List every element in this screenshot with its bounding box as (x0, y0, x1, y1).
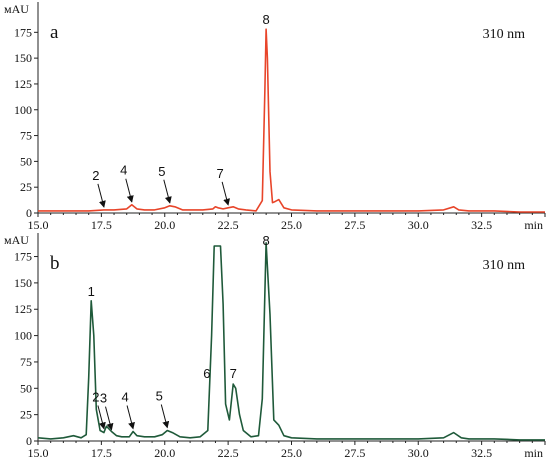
x-tick-label: 32.5 (471, 446, 492, 460)
peak-label: 7 (217, 166, 224, 181)
y-tick-label: 50 (20, 154, 32, 168)
chromatogram-trace (38, 28, 545, 213)
x-tick-label: 20.0 (154, 446, 175, 460)
x-tick-label: 30.0 (408, 446, 429, 460)
chromatogram-trace (38, 242, 545, 441)
peak-label: 2 (92, 390, 99, 405)
peak-label: 4 (120, 163, 127, 178)
x-tick-label: 22.5 (218, 218, 239, 232)
x-tick-label: 22.5 (218, 446, 239, 460)
y-tick-label: 125 (14, 77, 32, 91)
wavelength-label: 310 nm (483, 27, 526, 42)
x-tick-label: 20.0 (154, 218, 175, 232)
peak-label: 1 (88, 284, 95, 299)
y-tick-label: 125 (14, 302, 32, 316)
panel-letter: b (50, 253, 60, 274)
peak-label: 7 (230, 366, 237, 381)
y-tick-label: 100 (14, 329, 32, 343)
peak-label: 8 (263, 233, 270, 248)
x-tick-label: 15.0 (28, 218, 49, 232)
peak-arrow (105, 406, 114, 431)
x-tick-label: 30.0 (408, 218, 429, 232)
x-tick-label: 25.0 (281, 218, 302, 232)
wavelength-label: 310 nm (483, 258, 526, 273)
peak-label: 4 (121, 390, 128, 405)
x-tick-label: 17.5 (91, 446, 112, 460)
peak-label: 3 (100, 391, 107, 406)
y-tick-label: 150 (14, 51, 32, 65)
y-axis-unit-label: мAU (4, 233, 29, 247)
peak-arrow (160, 404, 170, 429)
x-axis-unit-label: min (524, 446, 543, 460)
peak-label: 6 (203, 366, 210, 381)
x-tick-label: 15.0 (28, 446, 49, 460)
y-tick-label: 175 (14, 25, 32, 39)
peak-arrow (163, 179, 172, 204)
peak-arrow (221, 181, 230, 206)
y-tick-label: 0 (26, 434, 32, 448)
peak-arrow (126, 405, 135, 430)
y-tick-label: 25 (20, 180, 32, 194)
y-tick-label: 75 (20, 129, 32, 143)
y-tick-label: 50 (20, 381, 32, 395)
y-tick-label: 100 (14, 103, 32, 117)
peak-arrow (125, 178, 134, 203)
peak-label: 5 (158, 164, 165, 179)
y-tick-label: 150 (14, 276, 32, 290)
y-tick-label: 75 (20, 355, 32, 369)
peak-label: 5 (156, 388, 163, 403)
peak-arrow (97, 405, 106, 430)
x-tick-label: 27.5 (344, 218, 365, 232)
x-axis-unit-label: min (524, 218, 543, 232)
y-axis-unit-label: мAU (4, 2, 29, 16)
y-tick-label: 25 (20, 408, 32, 422)
x-tick-label: 25.0 (281, 446, 302, 460)
x-tick-label: 32.5 (471, 218, 492, 232)
peak-arrow (97, 183, 106, 208)
x-tick-label: 27.5 (344, 446, 365, 460)
x-tick-label: 17.5 (91, 218, 112, 232)
panel-letter: a (50, 22, 59, 43)
peak-label: 2 (92, 168, 99, 183)
peak-label: 8 (263, 12, 270, 27)
y-tick-label: 0 (26, 206, 32, 220)
y-tick-label: 175 (14, 250, 32, 264)
